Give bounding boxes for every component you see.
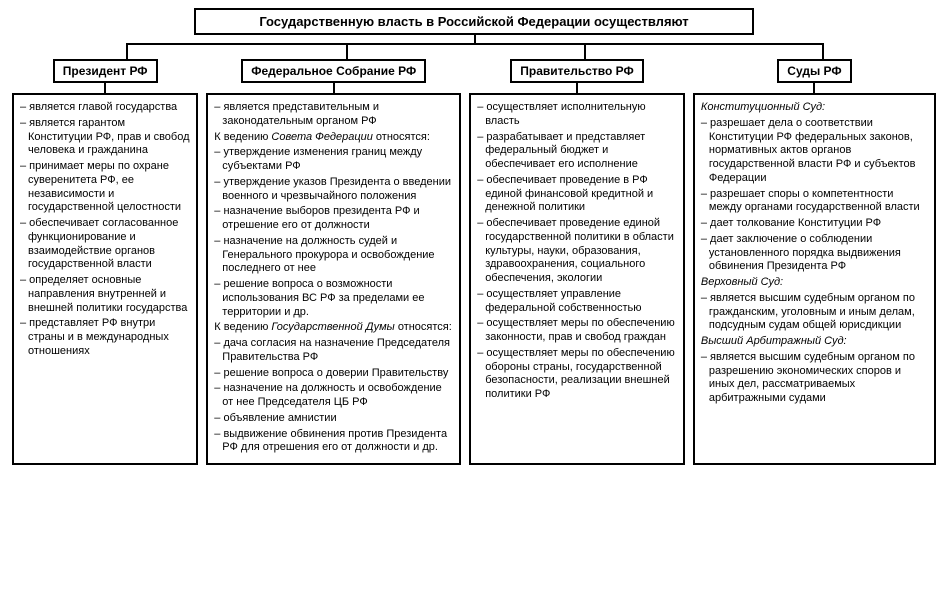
branch-body-federal-assembly: – является представительным и законодате… [206,93,461,465]
list-item: – определяет основные направления внутре… [20,274,190,315]
list-item: – является высшим судебным органом по гр… [701,292,928,333]
branch-body-government: – осуществляет исполнительную власть– ра… [469,93,685,465]
list-item: – утверждение изменения границ между суб… [214,146,453,174]
section-heading: Высший Арбитражный Суд: [701,335,928,349]
list-item: – является высшим судебным органом по ра… [701,351,928,406]
list-item: – осуществляет управление федеральной со… [477,288,677,316]
list-item: – принимает меры по охране суверенитета … [20,160,190,215]
list-item: – решение вопроса о возможности использо… [214,278,453,319]
list-item: – дает заключение о соблюдении установле… [701,233,928,274]
branch-president: Президент РФ – является главой государст… [12,59,198,465]
list-item: – является главой государства [20,101,190,115]
list-item: – обеспечивает согласованное функциониро… [20,217,190,272]
list-item: – разрабатывает и представляет федеральн… [477,131,677,172]
list-item: – назначение на должность судей и Генера… [214,235,453,276]
branches-row: Президент РФ – является главой государст… [8,59,940,465]
root-title: Государственную власть в Российской Феде… [194,8,754,35]
list-item: – выдвижение обвинения против Президента… [214,428,453,456]
branch-title-government: Правительство РФ [510,59,643,83]
list-item: – осуществляет меры по обеспечению закон… [477,317,677,345]
branch-body-president: – является главой государства – является … [12,93,198,465]
connector-lines [16,35,932,59]
list-item: – обеспечивает проведение в РФ единой фи… [477,174,677,215]
list-item: – дает толкование Конституции РФ [701,217,928,231]
section-heading: К ведению Совета Федерации относятся: [214,131,453,145]
list-item: – решение вопроса о доверии Правительств… [214,367,453,381]
section-heading: К ведению Государственной Думы относятся… [214,321,453,335]
list-item: – дача согласия на назначение Председате… [214,337,453,365]
list-item: – осуществляет меры по обеспечению оборо… [477,347,677,402]
list-item: – осуществляет исполнительную власть [477,101,677,129]
list-item: – назначение на должность и освобождение… [214,382,453,410]
branch-courts: Суды РФ Конституционный Суд: – разрешает … [693,59,936,465]
branch-title-courts: Суды РФ [777,59,851,83]
branch-government: Правительство РФ – осуществляет исполнит… [469,59,685,465]
list-item: – является гарантом Конституции РФ, прав… [20,117,190,158]
section-heading: Конституционный Суд: [701,101,928,115]
branch-title-federal-assembly: Федеральное Собрание РФ [241,59,426,83]
list-item: – объявление амнистии [214,412,453,426]
section-heading: Верховный Суд: [701,276,928,290]
list-item: – разрешает дела о соответствии Конститу… [701,117,928,186]
list-item: – утверждение указов Президента о введен… [214,176,453,204]
list-item: – является представительным и законодате… [214,101,453,129]
branch-body-courts: Конституционный Суд: – разрешает дела о с… [693,93,936,465]
list-item: – обеспечивает проведение единой государ… [477,217,677,286]
list-item: – назначение выборов президента РФ и отр… [214,205,453,233]
list-item: – представляет РФ внутри страны и в межд… [20,317,190,358]
list-item: – разрешает споры о компетентности между… [701,188,928,216]
branch-title-president: Президент РФ [53,59,158,83]
branch-federal-assembly: Федеральное Собрание РФ – является предс… [206,59,461,465]
